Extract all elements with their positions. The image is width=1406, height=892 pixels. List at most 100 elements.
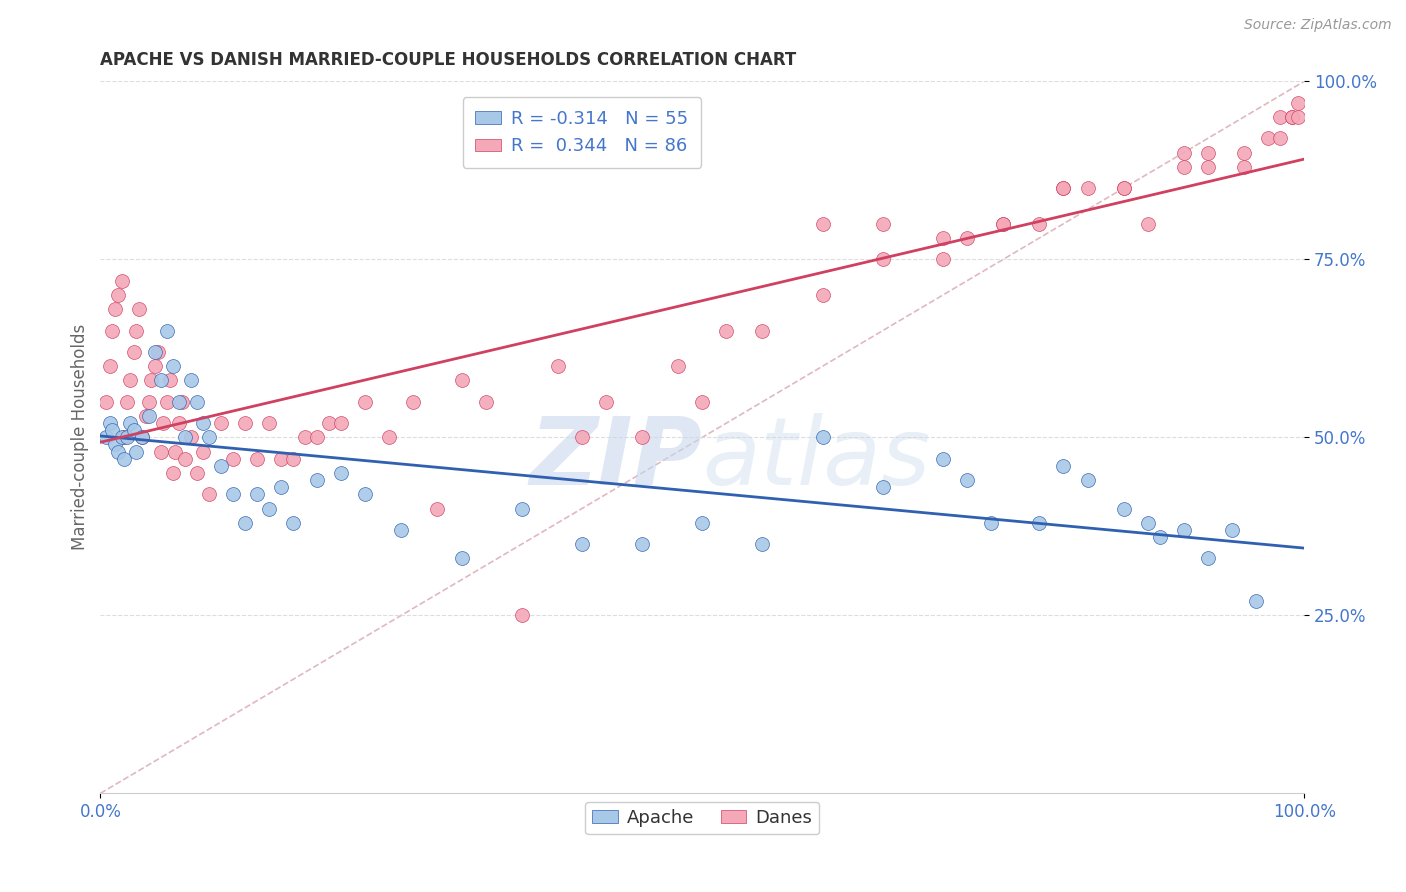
Point [246,487,269,501]
Point [135,409,157,423]
Point [294,430,316,444]
Point [180,430,202,444]
Point [1286,110,1309,124]
Point [107,288,129,302]
Point [186,394,208,409]
Point [104,302,127,317]
Point [1173,160,1195,174]
Point [270,451,292,466]
Point [571,430,593,444]
Point [143,345,166,359]
Point [426,501,449,516]
Point [389,523,412,537]
Point [120,373,142,387]
Point [180,373,202,387]
Point [571,537,593,551]
Point [209,416,232,430]
Point [246,451,269,466]
Point [811,288,834,302]
Point [162,359,184,373]
Point [1028,516,1050,530]
Point [149,444,172,458]
Point [281,451,304,466]
Point [595,394,617,409]
Point [173,451,195,466]
Point [932,451,955,466]
Point [191,444,214,458]
Point [354,394,377,409]
Point [1136,217,1159,231]
Legend: Apache, Danes: Apache, Danes [585,802,820,834]
Point [115,394,138,409]
Text: Source: ZipAtlas.com: Source: ZipAtlas.com [1244,18,1392,32]
Point [138,394,160,409]
Point [128,302,150,317]
Point [872,252,894,267]
Point [139,373,162,387]
Point [197,430,219,444]
Y-axis label: Married-couple Households: Married-couple Households [72,324,89,550]
Point [1149,530,1171,544]
Point [111,274,134,288]
Text: APACHE VS DANISH MARRIED-COUPLE HOUSEHOLDS CORRELATION CHART: APACHE VS DANISH MARRIED-COUPLE HOUSEHOL… [100,51,797,69]
Point [257,501,280,516]
Point [152,416,174,430]
Point [1233,160,1256,174]
Point [716,324,738,338]
Point [1076,181,1098,195]
Point [131,430,153,444]
Point [186,466,208,480]
Point [1257,131,1279,145]
Point [257,416,280,430]
Point [233,416,256,430]
Point [1233,145,1256,160]
Point [330,416,353,430]
Point [751,537,773,551]
Text: atlas: atlas [702,413,931,504]
Point [510,501,533,516]
Point [450,551,472,566]
Point [101,423,124,437]
Point [209,458,232,473]
Point [305,473,328,487]
Point [1197,551,1219,566]
Point [98,359,121,373]
Point [631,537,654,551]
Point [222,487,245,501]
Point [1286,95,1309,110]
Point [233,516,256,530]
Point [122,423,145,437]
Point [980,516,1002,530]
Point [162,466,184,480]
Point [932,252,955,267]
Point [122,345,145,359]
Text: ZIP: ZIP [530,413,702,505]
Point [125,324,148,338]
Point [111,430,134,444]
Point [197,487,219,501]
Point [155,394,177,409]
Point [143,359,166,373]
Point [811,217,834,231]
Point [1112,501,1135,516]
Point [222,451,245,466]
Point [1281,110,1303,124]
Point [1281,110,1303,124]
Point [956,473,979,487]
Point [993,217,1015,231]
Point [993,217,1015,231]
Point [378,430,401,444]
Point [107,444,129,458]
Point [1052,181,1074,195]
Point [104,437,127,451]
Point [98,416,121,430]
Point [146,345,169,359]
Point [191,416,214,430]
Point [167,416,190,430]
Point [1173,523,1195,537]
Point [1197,145,1219,160]
Point [163,444,186,458]
Point [450,373,472,387]
Point [155,324,177,338]
Point [112,430,135,444]
